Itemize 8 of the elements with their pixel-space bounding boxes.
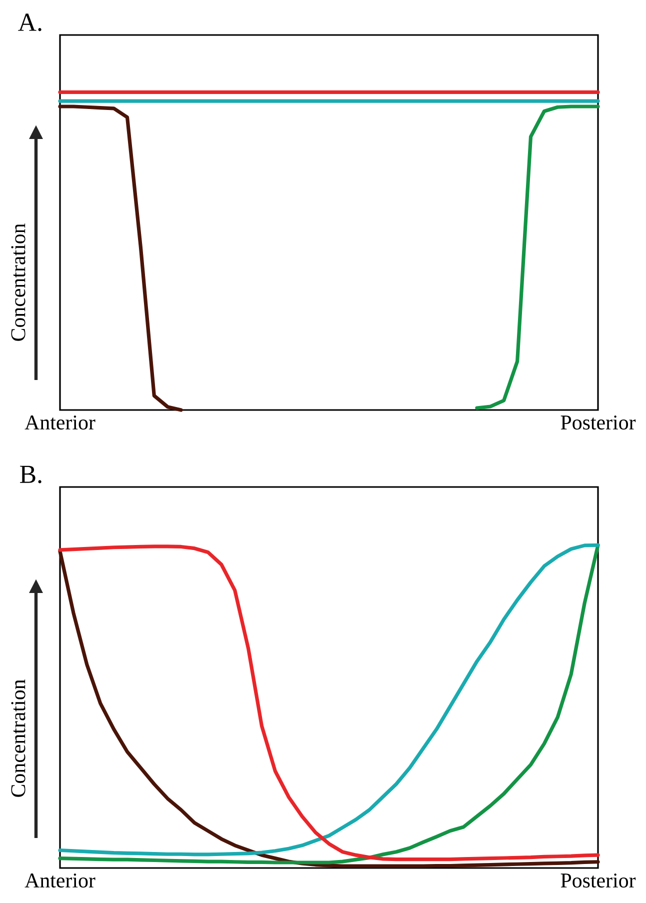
x-tick-label: Posterior — [560, 874, 636, 888]
y-axis-title: Concentration — [11, 680, 26, 797]
x-tick-label: Anterior — [24, 416, 96, 430]
x-tick-label: Anterior — [24, 874, 96, 888]
chart-title: B. — [20, 466, 42, 484]
x-tick-label: Posterior — [560, 416, 636, 430]
y-axis-title: Concentration — [11, 224, 26, 341]
chart-title: A. — [18, 14, 42, 32]
